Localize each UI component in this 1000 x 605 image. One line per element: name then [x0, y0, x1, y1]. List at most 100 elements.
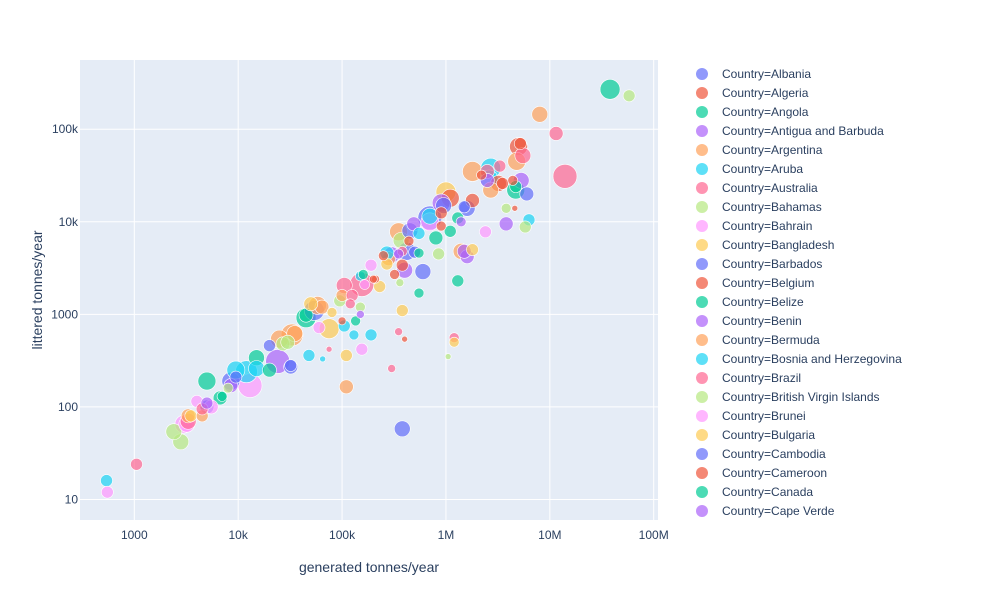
- legend-marker: [696, 106, 708, 118]
- legend-item[interactable]: Country=Benin: [696, 314, 802, 328]
- legend-item[interactable]: Country=Albania: [696, 67, 811, 81]
- legend-item[interactable]: Country=Cameroon: [696, 466, 827, 480]
- legend-marker: [696, 277, 708, 289]
- data-point: [413, 287, 425, 299]
- legend-item[interactable]: Country=Australia: [696, 181, 818, 195]
- legend-label: Country=Bulgaria: [722, 428, 815, 442]
- legend-item[interactable]: Country=Bangladesh: [696, 238, 834, 252]
- data-point: [393, 420, 411, 438]
- data-point: [378, 250, 389, 262]
- data-point: [389, 269, 400, 280]
- data-point: [428, 230, 444, 246]
- data-point: [412, 227, 426, 240]
- data-point: [401, 335, 408, 343]
- data-point: [100, 474, 113, 487]
- data-point: [393, 248, 404, 260]
- legend-marker: [696, 163, 708, 175]
- data-point: [498, 216, 514, 232]
- x-tick-label: 1000: [121, 528, 148, 542]
- legend-label: Country=Australia: [722, 181, 818, 195]
- legend-marker: [696, 467, 708, 479]
- y-axis-title: littered tonnes/year: [29, 230, 45, 349]
- legend-item[interactable]: Country=Brazil: [696, 371, 801, 385]
- legend-label: Country=Brazil: [722, 371, 801, 385]
- legend-item[interactable]: Country=Bulgaria: [696, 428, 815, 442]
- data-point: [263, 339, 276, 352]
- x-tick-label: 10k: [229, 528, 249, 542]
- legend-marker: [696, 239, 708, 251]
- legend-item[interactable]: Country=Antigua and Barbuda: [696, 124, 884, 138]
- legend-item[interactable]: Country=Bahamas: [696, 200, 822, 214]
- legend-item[interactable]: Country=Argentina: [696, 143, 823, 157]
- data-point: [395, 278, 405, 287]
- legend-label: Country=Aruba: [722, 162, 803, 176]
- data-point: [511, 204, 519, 212]
- legend-item[interactable]: Country=British Virgin Islands: [696, 390, 880, 404]
- legend-marker: [696, 182, 708, 194]
- data-point: [599, 79, 621, 100]
- legend-marker: [696, 258, 708, 270]
- legend-item[interactable]: Country=Angola: [696, 105, 809, 119]
- y-tick-label: 10k: [59, 215, 79, 229]
- legend-item[interactable]: Country=Cape Verde: [696, 504, 835, 518]
- legend-marker: [696, 448, 708, 460]
- legend-label: Country=Cape Verde: [722, 504, 835, 518]
- data-point: [514, 137, 527, 150]
- legend-item[interactable]: Country=Belgium: [696, 276, 814, 290]
- y-tick-label: 100k: [52, 122, 79, 136]
- data-point: [622, 89, 636, 103]
- legend-item[interactable]: Country=Canada: [696, 485, 813, 499]
- legend-marker: [696, 372, 708, 384]
- legend-item[interactable]: Country=Aruba: [696, 162, 803, 176]
- legend-label: Country=Angola: [722, 105, 809, 119]
- legend-label: Country=Bosnia and Herzegovina: [722, 352, 902, 366]
- data-point: [229, 370, 243, 384]
- data-point: [350, 315, 361, 327]
- legend-marker: [696, 144, 708, 156]
- y-tick-label: 10: [65, 492, 79, 506]
- data-point: [519, 186, 535, 202]
- data-point: [364, 328, 378, 342]
- data-point: [387, 364, 396, 373]
- legend-marker: [696, 486, 708, 498]
- legend-label: Country=Algeria: [722, 86, 809, 100]
- data-point: [531, 106, 549, 123]
- data-point: [455, 216, 467, 228]
- data-point: [395, 304, 409, 317]
- legend-label: Country=Belgium: [722, 276, 814, 290]
- legend-marker: [696, 296, 708, 308]
- data-point: [479, 225, 492, 239]
- legend-item[interactable]: Country=Bermuda: [696, 333, 820, 347]
- legend-marker: [696, 429, 708, 441]
- data-point: [302, 349, 316, 362]
- x-tick-label: 10M: [538, 528, 561, 542]
- legend-item[interactable]: Country=Algeria: [696, 86, 809, 100]
- legend-item[interactable]: Country=Bosnia and Herzegovina: [696, 352, 902, 366]
- legend-label: Country=Argentina: [722, 143, 823, 157]
- legend-label: Country=Brunei: [722, 409, 806, 423]
- legend-item[interactable]: Country=Barbados: [696, 257, 822, 271]
- data-point: [493, 159, 507, 173]
- data-point: [284, 359, 297, 372]
- data-point: [451, 274, 465, 288]
- axis-ticks: 1000 10k 100k 1M 10M 100M 10 100 1000 10k 100k: [51, 122, 668, 542]
- data-point: [262, 362, 277, 378]
- legend-label: Country=Barbados: [722, 257, 822, 271]
- legend-marker: [696, 334, 708, 346]
- data-point: [476, 169, 487, 181]
- data-point: [303, 296, 319, 312]
- legend-item[interactable]: Country=Belize: [696, 295, 804, 309]
- legend-item[interactable]: Country=Bahrain: [696, 219, 812, 233]
- data-point: [348, 329, 360, 341]
- data-point: [518, 220, 532, 234]
- data-point: [432, 247, 445, 261]
- legend-item[interactable]: Country=Brunei: [696, 409, 806, 423]
- legend-marker: [696, 391, 708, 403]
- data-point: [369, 274, 378, 284]
- data-point: [200, 396, 214, 410]
- data-point: [280, 334, 296, 350]
- legend[interactable]: Country=Albania Country=Algeria Country=An…: [696, 67, 902, 518]
- legend-item[interactable]: Country=Cambodia: [696, 447, 826, 461]
- data-point: [216, 391, 228, 402]
- data-point: [403, 235, 415, 247]
